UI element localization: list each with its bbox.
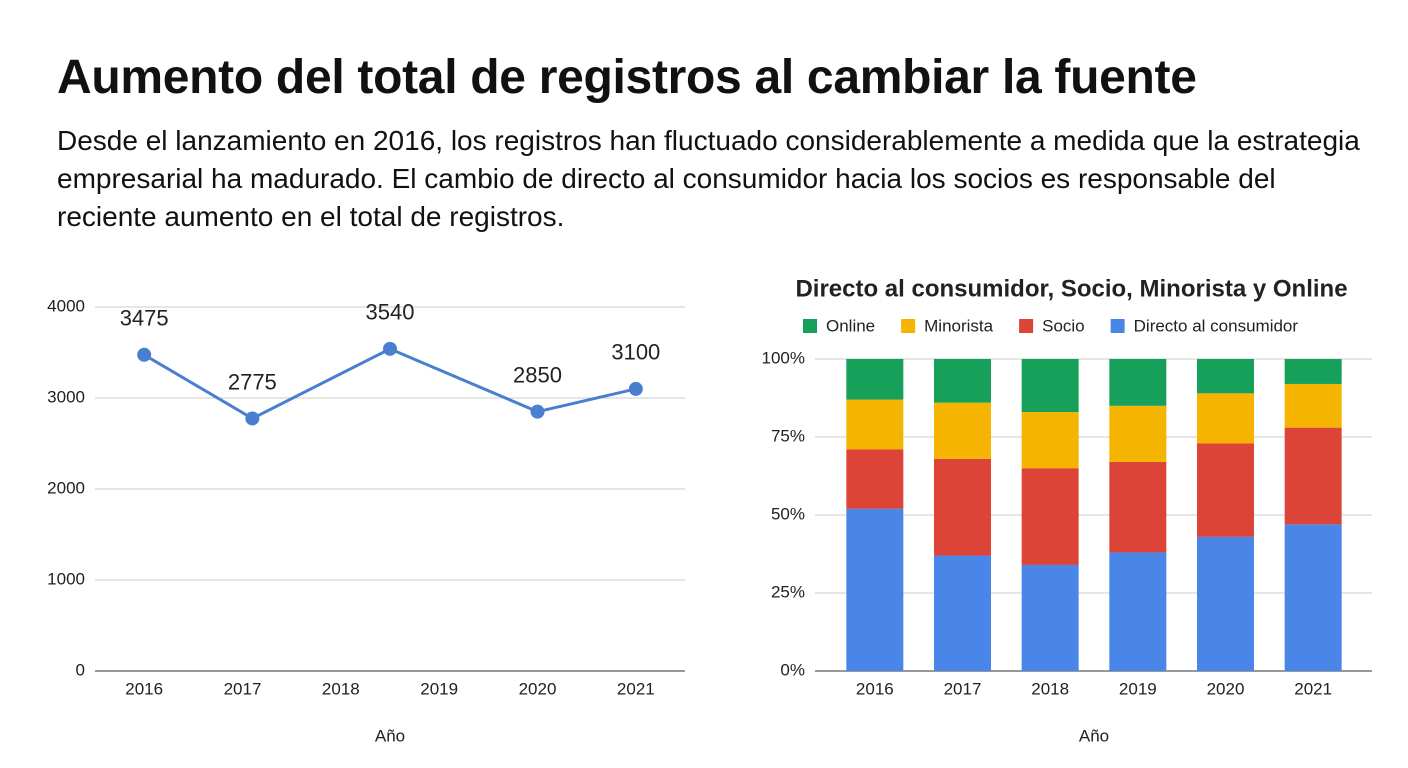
x-tick-label: 2021 <box>1294 679 1332 698</box>
line <box>143 347 637 421</box>
x-tick-label: 2020 <box>519 679 557 698</box>
data-label: 3540 <box>366 300 415 325</box>
x-tick-label: 2017 <box>224 679 262 698</box>
bar-segment <box>1197 359 1254 394</box>
legend-label: Socio <box>1042 316 1085 335</box>
bar-segment <box>1021 468 1079 565</box>
bar-segment <box>934 359 991 403</box>
legend-swatch <box>901 319 916 333</box>
x-axis-label: Año <box>375 726 405 745</box>
bar-segment <box>1021 564 1079 671</box>
bar-segment <box>1284 383 1342 428</box>
bar-segment <box>934 458 991 556</box>
bar-segment <box>1109 405 1167 462</box>
x-tick-label: 2019 <box>420 679 458 698</box>
data-label: 3475 <box>120 306 169 331</box>
bar-segment <box>846 359 904 400</box>
data-label: 2850 <box>513 362 562 387</box>
bar-segment <box>1197 393 1254 444</box>
bar-segment <box>1284 427 1342 525</box>
bar-segment <box>1284 359 1342 384</box>
legend-label: Online <box>826 316 875 335</box>
x-axis-label: Año <box>1079 726 1109 745</box>
y-tick-label: 100% <box>762 348 805 367</box>
bar-segment <box>1197 536 1254 671</box>
page-subtitle: Desde el lanzamiento en 2016, los regist… <box>57 125 1360 232</box>
x-tick-label: 2021 <box>617 679 655 698</box>
y-tick-label: 4000 <box>47 296 85 315</box>
legend-label: Minorista <box>924 316 994 335</box>
legend-swatch <box>1110 319 1125 333</box>
y-tick-label: 75% <box>771 426 805 445</box>
bar-segment <box>934 555 991 671</box>
bar-segment <box>1021 359 1079 413</box>
bar-segment <box>1021 412 1079 469</box>
bar-segment <box>846 508 904 671</box>
bar-segment <box>1109 461 1167 553</box>
legend-swatch <box>1019 319 1034 333</box>
legend-label: Directo al consumidor <box>1134 316 1299 335</box>
legend-swatch <box>803 319 817 333</box>
x-tick-label: 2018 <box>1031 679 1069 698</box>
point <box>383 341 397 356</box>
y-tick-label: 3000 <box>47 387 85 406</box>
bar-segment <box>1197 443 1254 537</box>
page-title: Aumento del total de registros al cambia… <box>57 51 1197 104</box>
x-tick-label: 2017 <box>944 679 982 698</box>
y-tick-label: 50% <box>771 504 805 523</box>
data-label: 2775 <box>228 369 277 394</box>
bar-segment <box>934 402 991 459</box>
bar-segment <box>1109 359 1167 406</box>
y-tick-label: 0 <box>76 660 85 679</box>
y-tick-label: 25% <box>771 582 805 601</box>
data-label: 3100 <box>611 340 660 365</box>
x-tick-label: 2018 <box>322 679 360 698</box>
y-tick-label: 1000 <box>47 569 85 588</box>
x-tick-label: 2019 <box>1119 679 1157 698</box>
point <box>530 404 545 419</box>
x-tick-label: 2016 <box>125 679 163 698</box>
x-tick-label: 2020 <box>1207 679 1245 698</box>
bar-segment <box>846 449 904 509</box>
point <box>628 381 643 396</box>
point <box>137 347 152 362</box>
y-tick-label: 2000 <box>47 478 85 497</box>
chart-title: Directo al consumidor, Socio, Minorista … <box>795 275 1347 302</box>
point <box>245 411 260 426</box>
y-tick-label: 0% <box>780 660 805 679</box>
x-tick-label: 2016 <box>856 679 894 698</box>
bar-segment <box>846 399 904 450</box>
bar-segment <box>1109 552 1167 671</box>
bar-segment <box>1284 524 1342 671</box>
